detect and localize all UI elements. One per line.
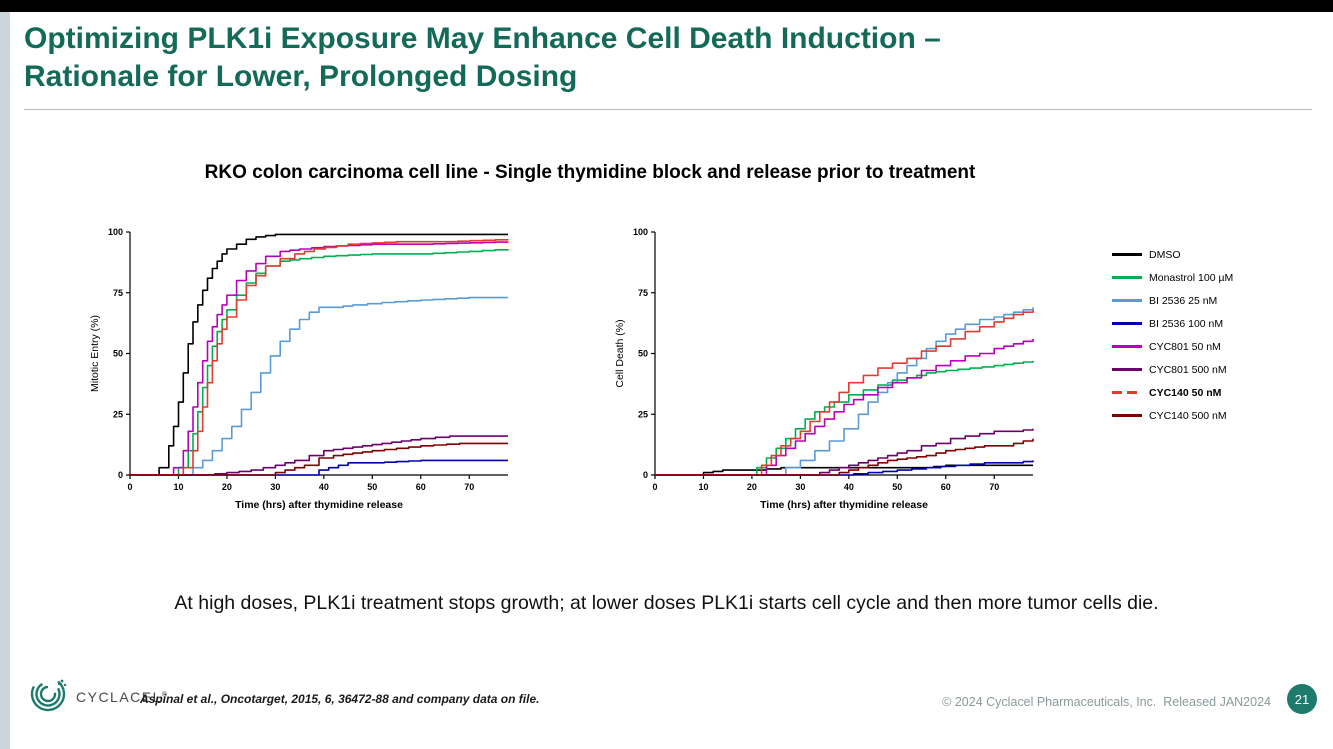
svg-text:60: 60 bbox=[941, 482, 951, 492]
legend-label: CYC140 50 nM bbox=[1149, 386, 1222, 399]
svg-text:50: 50 bbox=[638, 349, 648, 359]
svg-text:30: 30 bbox=[270, 482, 280, 492]
legend-label: DMSO bbox=[1149, 248, 1181, 261]
copyright-text: © 2024 Cyclacel Pharmaceuticals, Inc. Re… bbox=[942, 695, 1271, 709]
logo-registered-mark: ® bbox=[161, 690, 169, 698]
slide-title-line-2: Rationale for Lower, Prolonged Dosing bbox=[24, 60, 578, 94]
legend-item: CYC140 500 nM bbox=[1112, 404, 1233, 427]
svg-text:25: 25 bbox=[638, 409, 648, 419]
legend-label: BI 2536 25 nM bbox=[1149, 294, 1218, 307]
cyclacel-logo-icon bbox=[26, 672, 70, 721]
chart-subtitle: RKO colon carcinoma cell line - Single t… bbox=[204, 162, 976, 183]
svg-text:Time (hrs) after thymidine rel: Time (hrs) after thymidine release bbox=[760, 499, 928, 511]
slide-title-line-1: Optimizing PLK1i Exposure May Enhance Ce… bbox=[24, 22, 941, 55]
svg-text:10: 10 bbox=[698, 482, 708, 492]
legend-line-swatch bbox=[1112, 391, 1142, 394]
page-number-badge: 21 bbox=[1287, 684, 1317, 714]
chart-legend: DMSO Monastrol 100 µM BI 2536 25 nM BI 2536… bbox=[1112, 243, 1233, 427]
svg-text:50: 50 bbox=[892, 482, 902, 492]
legend-label: Monastrol 100 µM bbox=[1149, 271, 1234, 284]
slide-title: Optimizing PLK1i Exposure May Enhance Ce… bbox=[24, 20, 1312, 110]
legend-line-swatch bbox=[1112, 322, 1142, 325]
legend-line-swatch bbox=[1112, 345, 1142, 348]
mitotic-entry-chart: 0 25 50 75 100 0 10 20 30 40 50 60 70 Time (hrs) afte… bbox=[78, 218, 518, 523]
legend-item: BI 2536 100 nM bbox=[1112, 312, 1233, 335]
legend-line-swatch bbox=[1112, 414, 1142, 417]
svg-text:60: 60 bbox=[416, 482, 426, 492]
svg-text:0: 0 bbox=[118, 470, 123, 480]
svg-text:70: 70 bbox=[464, 482, 474, 492]
svg-text:20: 20 bbox=[747, 482, 757, 492]
svg-text:0: 0 bbox=[643, 470, 648, 480]
cyclacel-logo: CYCLACEL® bbox=[26, 672, 169, 721]
svg-text:10: 10 bbox=[173, 482, 183, 492]
left-edge-strip bbox=[0, 12, 10, 749]
svg-text:25: 25 bbox=[113, 409, 123, 419]
takeaway-text: At high doses, PLK1i treatment stops gro… bbox=[174, 592, 1159, 614]
svg-text:70: 70 bbox=[989, 482, 999, 492]
citation-text: Aspinal et al., Oncotarget, 2015, 6, 364… bbox=[140, 692, 540, 706]
svg-text:40: 40 bbox=[844, 482, 854, 492]
legend-line-swatch bbox=[1112, 368, 1142, 371]
svg-text:100: 100 bbox=[633, 227, 648, 237]
svg-text:Mitotic Entry (%): Mitotic Entry (%) bbox=[89, 315, 101, 392]
svg-text:50: 50 bbox=[367, 482, 377, 492]
svg-text:100: 100 bbox=[108, 227, 123, 237]
chart-gap bbox=[518, 218, 603, 523]
svg-text:20: 20 bbox=[222, 482, 232, 492]
legend-label: CYC140 500 nM bbox=[1149, 409, 1227, 422]
top-bar bbox=[0, 0, 1333, 12]
legend-item: CYC140 50 nM bbox=[1112, 381, 1233, 404]
svg-text:75: 75 bbox=[638, 288, 648, 298]
legend-item: CYC801 50 nM bbox=[1112, 335, 1233, 358]
legend-item: Monastrol 100 µM bbox=[1112, 266, 1233, 289]
svg-text:Cell Death (%): Cell Death (%) bbox=[614, 319, 626, 387]
legend-label: CYC801 50 nM bbox=[1149, 340, 1221, 353]
cell-death-chart: 0 25 50 75 100 0 10 20 30 40 50 60 70 Time (hrs) afte… bbox=[603, 218, 1043, 523]
svg-text:0: 0 bbox=[652, 482, 657, 492]
logo-text: CYCLACEL® bbox=[76, 688, 169, 705]
legend-label: BI 2536 100 nM bbox=[1149, 317, 1224, 330]
legend-line-swatch bbox=[1112, 253, 1142, 256]
legend-line-swatch bbox=[1112, 299, 1142, 302]
svg-text:75: 75 bbox=[113, 288, 123, 298]
legend-line-swatch bbox=[1112, 276, 1142, 279]
svg-text:0: 0 bbox=[127, 482, 132, 492]
svg-text:Time (hrs) after thymidine rel: Time (hrs) after thymidine release bbox=[235, 499, 403, 511]
svg-text:30: 30 bbox=[795, 482, 805, 492]
svg-text:50: 50 bbox=[113, 349, 123, 359]
legend-item: BI 2536 25 nM bbox=[1112, 289, 1233, 312]
legend-label: CYC801 500 nM bbox=[1149, 363, 1227, 376]
legend-item: DMSO bbox=[1112, 243, 1233, 266]
legend-item: CYC801 500 nM bbox=[1112, 358, 1233, 381]
charts-row: 0 25 50 75 100 0 10 20 30 40 50 60 70 Time (hrs) afte… bbox=[78, 218, 1043, 523]
svg-text:40: 40 bbox=[319, 482, 329, 492]
